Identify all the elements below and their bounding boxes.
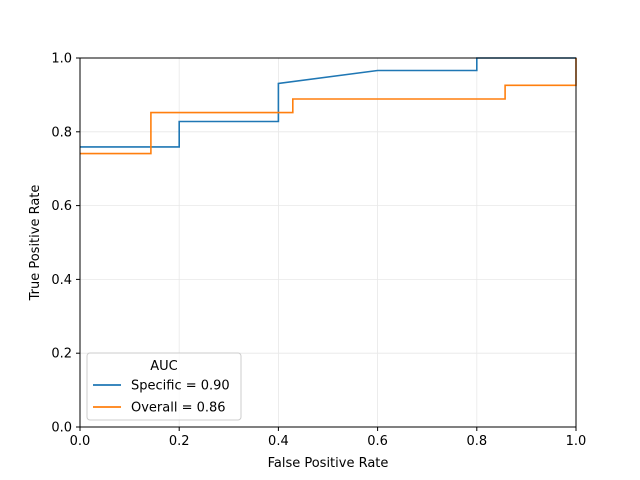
series-line (80, 57, 576, 148)
legend-title: AUC (150, 359, 178, 374)
x-tick-label: 0.6 (367, 434, 388, 449)
axis-ticks: 0.0 0.2 0.4 0.6 0.8 1.0 0.0 0.2 0.4 0.6 0.8 1.0 (51, 52, 586, 450)
plot-frame (79, 57, 577, 428)
y-tick-label: 0.2 (51, 347, 72, 362)
y-tick-label: 0.6 (51, 199, 72, 214)
legend-entry-label: Specific = 0.90 (131, 379, 230, 394)
y-tick-label: 0.4 (51, 273, 72, 288)
y-tick-label: 0.8 (51, 125, 72, 140)
series-lines (80, 57, 577, 155)
legend-entry-label: Overall = 0.86 (131, 401, 226, 416)
x-axis-title: False Positive Rate (268, 456, 389, 471)
x-tick-label: 0.8 (466, 434, 487, 449)
x-tick-label: 0.4 (268, 434, 289, 449)
legend-box (86, 352, 242, 421)
legend-entries: Specific = 0.90 Overall = 0.86 (93, 379, 230, 416)
y-axis-title: True Positive Rate (28, 185, 43, 302)
y-tick-label: 1.0 (51, 52, 72, 67)
series-line (80, 58, 577, 155)
y-tick-label: 0.0 (51, 421, 72, 436)
legend: AUC Specific = 0.90 Overall = 0.86 (86, 352, 242, 421)
x-tick-label: 0.2 (169, 434, 190, 449)
x-tick-label: 0.0 (70, 434, 91, 449)
x-tick-label: 1.0 (566, 434, 587, 449)
